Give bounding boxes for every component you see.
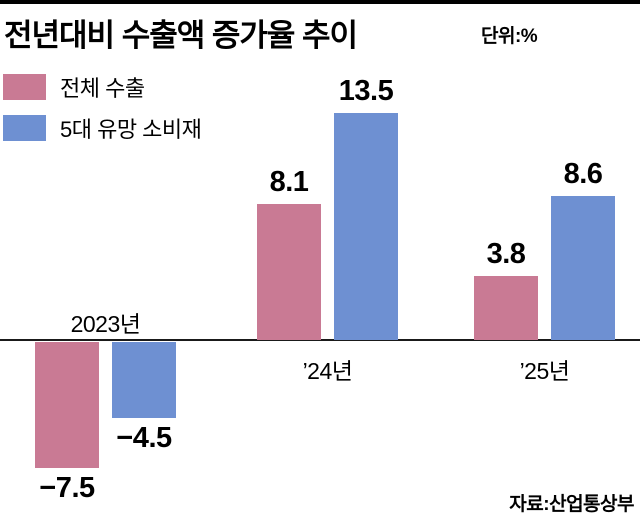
legend: 전체 수출 5대 유망 소비재 [3,73,202,155]
value-label: 13.5 [338,75,394,107]
bar [474,276,538,340]
value-label: 8.6 [563,158,603,190]
value-label: 3.8 [486,238,526,270]
category-label: ’25년 [519,358,570,384]
source-label: 자료:산업통상부 [509,494,634,515]
legend-swatch-pink [3,74,46,100]
legend-item-consumer-goods: 5대 유망 소비재 [3,114,202,142]
legend-item-total-exports: 전체 수출 [3,73,201,101]
value-label: −4.5 [116,422,172,454]
legend-label: 5대 유망 소비재 [60,117,202,142]
page-title: 전년대비 수출액 증가율 추이 [4,18,358,53]
value-label: 8.1 [269,166,309,198]
top-divider [0,0,640,4]
value-label: −7.5 [39,472,95,504]
category-label: 2023년 [70,311,141,337]
zero-baseline [0,339,640,341]
bar [334,113,398,340]
bar [35,342,99,468]
bar [112,342,176,418]
bar [551,196,615,340]
unit-label: 단위:% [481,26,538,47]
legend-swatch-blue [3,115,46,141]
bar [257,204,321,340]
legend-label: 전체 수출 [60,76,145,101]
category-label: ’24년 [302,358,353,384]
